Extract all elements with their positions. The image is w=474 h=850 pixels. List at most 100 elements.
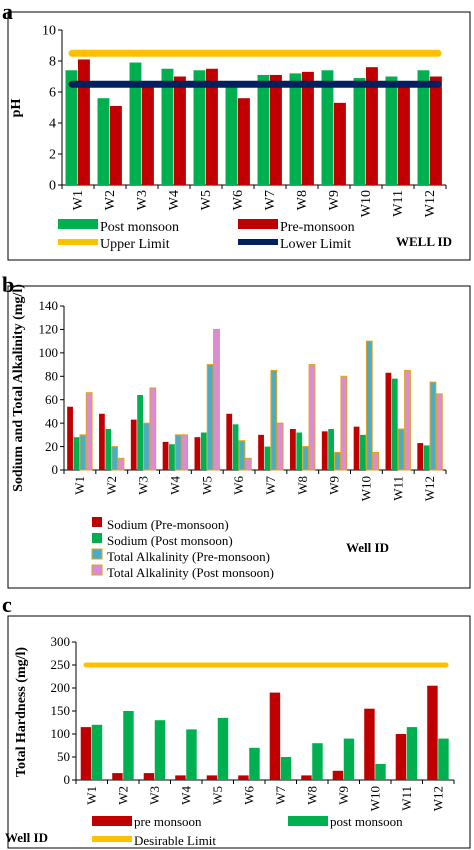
y-tick-label: 10 <box>42 24 56 39</box>
bar-a-s1-w10 <box>353 78 366 185</box>
y-tick-label: 60 <box>45 392 58 407</box>
bar-a-s1-w4 <box>161 68 174 185</box>
y-tick-label: 40 <box>45 415 58 430</box>
bar-c-s1-w6 <box>238 775 249 780</box>
bar-b-s2-w1 <box>73 437 80 470</box>
bar-b-s3-w2 <box>111 446 119 471</box>
bar-b-s4-w5 <box>213 328 220 471</box>
bar-a-s2-w8 <box>302 71 314 185</box>
bar-b-s1-w11 <box>385 372 392 470</box>
x-tick-label: W3 <box>147 786 162 805</box>
bar-a-s1-w7 <box>257 74 270 185</box>
y-tick-label: 100 <box>51 726 71 741</box>
bar-c-s2-w8 <box>312 743 323 780</box>
bar-c-s2-w7 <box>280 757 292 780</box>
legend-label: Sodium (Pre-monsoon) <box>107 517 229 532</box>
bar-a-s1-w12 <box>417 70 430 185</box>
bar-b-s3-w12 <box>429 381 437 471</box>
legend-swatch-total-alkalinity-pre-monsoon- <box>91 548 103 560</box>
legend-label: Lower Limit <box>280 237 351 252</box>
x-tick-label: W1 <box>71 190 86 210</box>
y-tick-label: 0 <box>52 462 59 477</box>
bar-c-s2-w6 <box>249 747 260 780</box>
x-tick-label: W1 <box>72 476 87 495</box>
bar-a-s2-w11 <box>398 82 410 185</box>
panel-letter-b: b <box>2 272 14 297</box>
bar-b-s2-w5 <box>200 432 207 470</box>
bar-b-s3-w5 <box>206 364 214 471</box>
x-tick-label: W10 <box>359 190 374 217</box>
x-tick-label: W6 <box>231 190 246 210</box>
bar-a-s1-w5 <box>193 70 206 185</box>
x-tick-label: W10 <box>367 786 382 811</box>
bar-b-s4-w1 <box>85 392 93 471</box>
x-tick-label: W10 <box>358 476 373 501</box>
bar-a-s2-w1 <box>78 59 90 186</box>
y-tick-label: 0 <box>49 179 56 194</box>
bar-b-s4-w12 <box>435 393 443 471</box>
x-tick-label: W4 <box>167 190 182 210</box>
bar-b-s4-w8 <box>308 364 316 471</box>
y-tick-label: 120 <box>39 322 59 337</box>
bar-c-s1-w3 <box>143 773 155 780</box>
bar-b-s2-w10 <box>360 434 366 470</box>
legend-swatch-post-monsoon <box>58 219 98 229</box>
x-tick-label: W8 <box>295 476 310 495</box>
x-tick-label: W2 <box>104 476 119 495</box>
bar-a-s1-w8 <box>289 73 302 185</box>
bar-c-s1-w12 <box>427 685 438 780</box>
y-tick-label: 20 <box>45 439 58 454</box>
x-axis-title: WELL ID <box>396 234 452 249</box>
bar-b-s2-w12 <box>423 445 430 470</box>
bar-b-s2-w4 <box>169 444 175 470</box>
bar-b-s2-w2 <box>105 429 112 470</box>
bar-c-s2-w9 <box>343 738 355 780</box>
y-tick-label: 300 <box>51 634 71 649</box>
legend-label: Post monsoon <box>100 220 179 235</box>
x-tick-label: W1 <box>84 786 99 805</box>
bar-b-s2-w3 <box>137 395 143 470</box>
bar-c-s1-w1 <box>80 727 92 780</box>
y-axis-title: Total Hardness (mg/l) <box>14 647 29 777</box>
x-tick-label: W2 <box>103 190 118 210</box>
x-tick-label: W12 <box>423 190 438 217</box>
bar-a-s2-w9 <box>334 102 346 185</box>
legend-swatch-total-alkalinity-post-monsoon- <box>91 564 103 576</box>
bar-c-s1-w7 <box>269 692 281 780</box>
legend-label: pre monsoon <box>134 814 202 829</box>
bar-c-s1-w2 <box>112 773 123 780</box>
bar-b-s4-w3 <box>149 387 157 471</box>
legend-swatch-sodium-post-monsoon- <box>92 533 102 543</box>
bar-b-s3-w11 <box>397 428 405 471</box>
x-tick-label: W5 <box>199 190 214 210</box>
bar-b-s3-w9 <box>334 451 341 471</box>
chart-a: 0 2 4 6 8 10 W1 W2 W3 W4 W5 W6 W7 W8 W9 W10 W11 W12 pH WELL… <box>9 24 452 252</box>
legend-label: Total Alkalinity (Post monsoon) <box>107 565 274 580</box>
bar-b-s3-w6 <box>238 440 246 471</box>
x-tick-label: W6 <box>231 476 246 495</box>
legend-swatch-pre-monsoon <box>238 219 278 229</box>
x-tick-label: W7 <box>273 786 288 805</box>
legend-swatch-post-monsoon <box>288 816 328 826</box>
x-axis-title: Well ID <box>346 540 389 555</box>
bar-c-s1-w11 <box>395 734 407 780</box>
y-tick-label: 100 <box>39 345 59 360</box>
bar-a-s2-w12 <box>430 76 442 185</box>
x-tick-label: W12 <box>430 786 445 811</box>
bar-b-s2-w11 <box>391 378 398 470</box>
y-axis-title: pH <box>9 99 24 118</box>
y-tick-label: 200 <box>51 680 71 695</box>
bar-c-s2-w11 <box>406 727 418 780</box>
bar-a-s1-w11 <box>385 76 398 185</box>
panel-letter-c: c <box>2 592 12 617</box>
bar-b-s1-w4 <box>162 441 169 470</box>
bar-b-s2-w9 <box>328 429 334 470</box>
bar-c-s2-w12 <box>438 738 449 780</box>
x-tick-label: W4 <box>167 476 182 495</box>
panel-c-frame <box>7 615 471 849</box>
legend-label: Total Alkalinity (Pre-monsoon) <box>107 549 270 564</box>
x-tick-label: W11 <box>391 190 406 217</box>
bar-a-s1-w1 <box>65 70 78 185</box>
bar-b-s3-w7 <box>270 369 278 471</box>
